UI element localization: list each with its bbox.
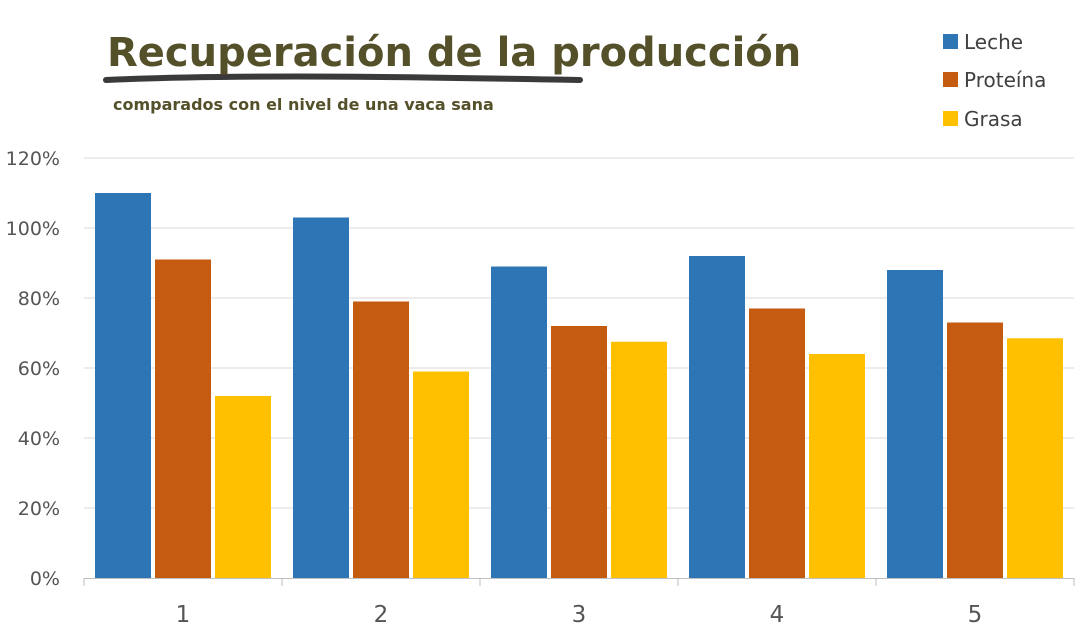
chart-subtitle: comparados con el nivel de una vaca sana bbox=[113, 95, 494, 114]
x-tick-label: 3 bbox=[572, 602, 587, 628]
bar-proteina-3 bbox=[551, 326, 607, 578]
bar-grasa-3 bbox=[611, 341, 667, 578]
x-axis: 1 2 3 4 5 bbox=[83, 578, 1075, 628]
x-tick-label: 4 bbox=[770, 602, 785, 628]
legend-label-grasa: Grasa bbox=[964, 107, 1023, 131]
bar-grasa-1 bbox=[215, 396, 271, 578]
y-tick-label: 120% bbox=[6, 148, 60, 170]
legend-swatch-leche bbox=[943, 34, 958, 49]
chart-title-group: Recuperación de la producción comparados… bbox=[103, 30, 801, 114]
bar-leche-3 bbox=[491, 266, 547, 578]
legend-label-leche: Leche bbox=[964, 30, 1023, 54]
bar-grasa-2 bbox=[413, 371, 469, 578]
x-tick-label: 1 bbox=[176, 602, 191, 628]
legend-swatch-grasa bbox=[943, 111, 958, 126]
bar-proteina-4 bbox=[749, 308, 805, 578]
chart-title: Recuperación de la producción bbox=[107, 30, 801, 76]
y-tick-label: 80% bbox=[18, 288, 60, 310]
bar-leche-2 bbox=[293, 217, 349, 578]
bar-grasa-4 bbox=[809, 354, 865, 578]
legend: Leche Proteína Grasa bbox=[943, 30, 1046, 131]
legend-swatch-proteina bbox=[943, 72, 958, 87]
y-tick-label: 100% bbox=[6, 218, 60, 240]
x-tick-label: 5 bbox=[968, 602, 983, 628]
bar-proteina-1 bbox=[155, 259, 211, 578]
bar-proteina-5 bbox=[947, 322, 1003, 578]
y-tick-label: 0% bbox=[30, 568, 60, 590]
y-tick-label: 40% bbox=[18, 428, 60, 450]
y-tick-label: 60% bbox=[18, 358, 60, 380]
bar-leche-5 bbox=[887, 270, 943, 578]
y-tick-label: 20% bbox=[18, 498, 60, 520]
bar-grasa-5 bbox=[1007, 338, 1063, 578]
bar-leche-1 bbox=[95, 193, 151, 578]
y-axis: 0% 20% 40% 60% 80% 100% 120% bbox=[6, 148, 60, 590]
legend-label-proteina: Proteína bbox=[964, 68, 1046, 92]
x-tick-label: 2 bbox=[374, 602, 389, 628]
bar-leche-4 bbox=[689, 256, 745, 578]
bars bbox=[95, 193, 1063, 578]
title-underline bbox=[103, 73, 583, 83]
bar-proteina-2 bbox=[353, 301, 409, 578]
